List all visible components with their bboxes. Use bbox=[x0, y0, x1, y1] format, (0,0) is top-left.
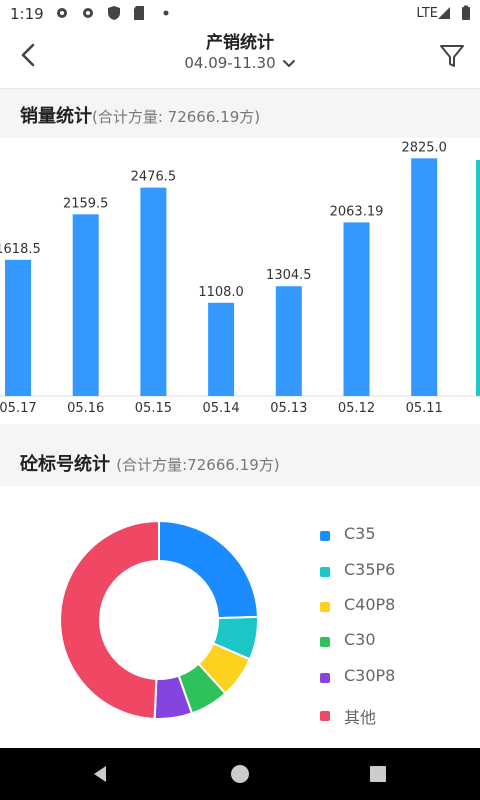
page-title: 产销统计 bbox=[206, 33, 274, 53]
date-range-label: 04.09-11.30 bbox=[184, 54, 276, 72]
x-tick-label: 05.14 bbox=[202, 401, 239, 416]
bar-value-label: 2476.5 bbox=[131, 170, 177, 185]
legend-label: C35P6 bbox=[344, 560, 396, 579]
x-tick-label: 05.12 bbox=[338, 401, 375, 416]
legend-swatch bbox=[320, 531, 330, 541]
grade-section-header: 砼标号统计 (合计方量:72666.19方) bbox=[0, 438, 480, 486]
bar[interactable] bbox=[140, 187, 167, 396]
legend-label: C30P8 bbox=[344, 666, 396, 685]
notification-dot-icon bbox=[163, 10, 169, 16]
bar-value-label: 1618.5 bbox=[0, 242, 41, 257]
bar[interactable] bbox=[343, 222, 370, 396]
x-tick-label: 05.17 bbox=[0, 401, 37, 416]
settings-icon bbox=[57, 8, 67, 18]
network-label: LTE bbox=[416, 6, 438, 21]
nav-back-icon[interactable] bbox=[88, 762, 112, 786]
legend-swatch bbox=[320, 711, 330, 721]
system-navigation-bar bbox=[0, 748, 480, 800]
x-tick-label: 05.11 bbox=[406, 401, 443, 416]
sales-section-header: 销量统计(合计方量: 72666.19方) bbox=[0, 90, 480, 138]
bar-value-label: 1108.0 bbox=[198, 285, 244, 300]
battery-icon bbox=[462, 5, 470, 20]
sales-bar-chart-card[interactable]: 1618.5 05.17 2159.5 05.16 2476.5 05.15 1108.0 0… bbox=[0, 138, 480, 424]
shield-icon bbox=[108, 6, 120, 20]
sd-card-icon bbox=[134, 6, 144, 20]
legend-label: 其他 bbox=[344, 708, 377, 727]
chevron-down-icon bbox=[282, 59, 295, 67]
bar-value-label: 2159.5 bbox=[63, 196, 109, 211]
x-tick-label: 05.13 bbox=[270, 401, 307, 416]
status-bar: 1:19 LTE bbox=[0, 0, 480, 28]
sales-section-title: 销量统计 bbox=[20, 106, 92, 127]
signal-icon bbox=[438, 7, 450, 19]
settings-icon bbox=[83, 8, 93, 18]
donut-slice[interactable] bbox=[59, 519, 160, 720]
filter-icon[interactable] bbox=[438, 42, 466, 70]
back-arrow-icon[interactable] bbox=[14, 40, 44, 70]
bar[interactable] bbox=[275, 286, 302, 396]
grade-section-title: 砼标号统计 bbox=[20, 454, 110, 475]
legend-swatch bbox=[320, 567, 330, 577]
date-range-selector[interactable]: 04.09-11.30 bbox=[0, 54, 480, 72]
bar[interactable] bbox=[411, 158, 438, 396]
top-app-bar: 产销统计 04.09-11.30 bbox=[0, 28, 480, 89]
bar[interactable] bbox=[5, 259, 31, 396]
sales-total-subtitle: (合计方量: 72666.19方) bbox=[92, 108, 261, 126]
sales-bar-chart[interactable]: 1618.5 05.17 2159.5 05.16 2476.5 05.15 1108.0 0… bbox=[0, 138, 480, 424]
x-tick-label: 05.15 bbox=[135, 401, 172, 416]
donut-slice[interactable] bbox=[158, 519, 259, 620]
bar-partial-offscreen bbox=[476, 160, 480, 396]
bar-value-label: 2063.19 bbox=[330, 204, 384, 219]
nav-recents-icon[interactable] bbox=[366, 762, 390, 786]
bar[interactable] bbox=[72, 214, 99, 396]
bar[interactable] bbox=[208, 302, 235, 396]
legend-label: C30 bbox=[344, 630, 376, 649]
bar-value-label: 1304.5 bbox=[266, 268, 312, 283]
legend-label: C35 bbox=[344, 524, 376, 543]
legend-swatch bbox=[320, 673, 330, 683]
x-tick-label: 05.16 bbox=[67, 401, 104, 416]
legend-swatch bbox=[320, 637, 330, 647]
grade-donut-chart-card: C35 C35P6 C40P8 C30 C30P8 其他 bbox=[0, 486, 480, 748]
bar-value-label: 2825.0 bbox=[401, 140, 447, 155]
legend-swatch bbox=[320, 602, 330, 612]
nav-home-icon[interactable] bbox=[228, 762, 252, 786]
grade-total-subtitle: (合计方量:72666.19方) bbox=[116, 456, 280, 474]
legend-label: C40P8 bbox=[344, 595, 396, 614]
grade-donut-chart[interactable] bbox=[0, 486, 300, 748]
status-time: 1:19 bbox=[10, 5, 44, 23]
